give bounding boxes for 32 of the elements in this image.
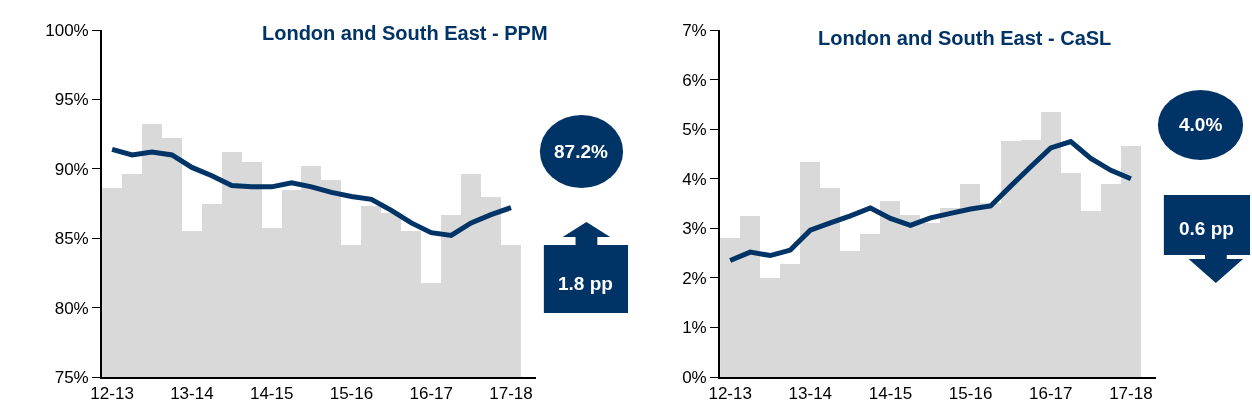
x-tick-label: 15-16 — [329, 384, 374, 404]
text: 87.2% — [554, 141, 608, 162]
y-tick-label: 2% — [682, 268, 707, 288]
y-tick-label: 100% — [45, 20, 89, 40]
x-tick-label: 13-14 — [170, 384, 214, 404]
chart-title: London and South East - CaSL — [818, 27, 1112, 49]
x-tick-label: 14-15 — [868, 384, 913, 404]
x-tick-label: 15-16 — [948, 384, 993, 404]
x-tick-label: 12-13 — [90, 384, 134, 404]
y-tick-label: 0% — [682, 367, 707, 387]
y-tick-label: 5% — [682, 120, 707, 140]
chart-title: London and South East - PPM — [262, 22, 548, 44]
y-tick-label: 1% — [682, 318, 707, 338]
y-tick-label: 7% — [682, 20, 707, 40]
y-tick-label: 3% — [682, 219, 707, 239]
text: 1.8 pp — [558, 273, 613, 294]
x-tick-label: 14-15 — [249, 384, 294, 404]
y-tick-label: 6% — [682, 70, 707, 90]
x-tick-label: 16-17 — [1028, 384, 1073, 404]
y-tick-label: 90% — [54, 159, 89, 179]
y-tick-label: 4% — [682, 169, 707, 189]
y-tick-label: 75% — [54, 367, 89, 387]
x-tick-label: 13-14 — [788, 384, 833, 404]
x-tick-label: 17-18 — [489, 384, 533, 404]
y-tick-label: 95% — [54, 90, 89, 110]
x-tick-label: 16-17 — [409, 384, 453, 404]
x-tick-label: 17-18 — [1109, 384, 1153, 404]
text: 4.0% — [1179, 114, 1223, 135]
text: 0.6 pp — [1179, 218, 1234, 239]
x-tick-label: 12-13 — [708, 384, 752, 404]
y-tick-label: 85% — [54, 229, 89, 249]
y-tick-label: 80% — [54, 298, 89, 318]
